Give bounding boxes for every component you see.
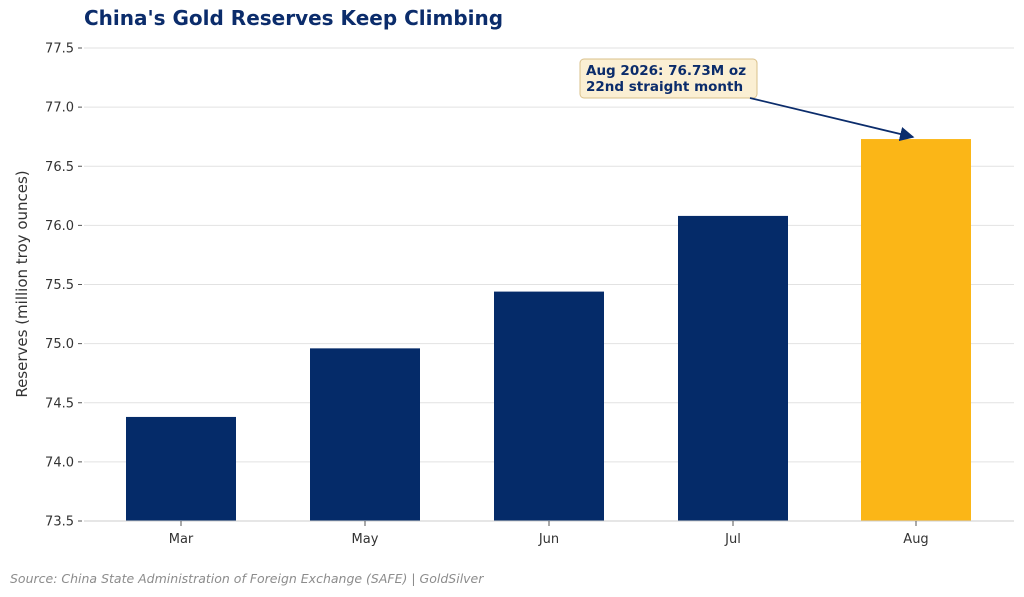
x-tick-label: Mar [169,532,194,547]
y-tick-label: 74.0 [45,455,74,470]
y-tick-label: 74.5 [45,396,74,411]
y-tick-label: 73.5 [45,515,74,530]
x-tick-label: Jun [538,532,559,547]
y-tick-label: 75.5 [45,278,74,293]
x-tick-label: May [352,532,379,547]
y-axis-label: Reserves (million troy ounces) [13,170,31,397]
y-tick-label: 75.0 [45,337,74,352]
y-tick-label: 77.0 [45,101,74,116]
annotation-line-1: Aug 2026: 76.73M oz [586,63,746,79]
y-axis-ticks: 73.5 74.0 74.5 75.0 75.5 76.0 76.5 77.0 77.5 [45,42,82,530]
bar-mar [126,416,236,521]
annotation-box [579,58,758,99]
x-tick-label: Jul [724,532,741,547]
bar-may [310,348,420,521]
chart-title: China's Gold Reserves Keep Climbing [84,6,504,30]
x-axis-ticks: Mar May Jun Jul Aug [169,521,929,547]
bar-jul [678,215,788,522]
y-tick-label: 77.5 [45,42,74,57]
source-note: Source: China State Administration of Fo… [10,571,484,586]
bars [126,139,971,522]
annotation-arrow [749,97,915,142]
y-tick-label: 76.0 [45,219,74,234]
y-tick-label: 76.5 [45,160,74,175]
annotation-line-2: 22nd straight month [586,79,743,95]
bar-jun [494,291,604,521]
x-tick-label: Aug [903,532,928,547]
annotation: Aug 2026: 76.73M oz 22nd straight month [579,58,915,142]
bar-aug [861,139,971,522]
